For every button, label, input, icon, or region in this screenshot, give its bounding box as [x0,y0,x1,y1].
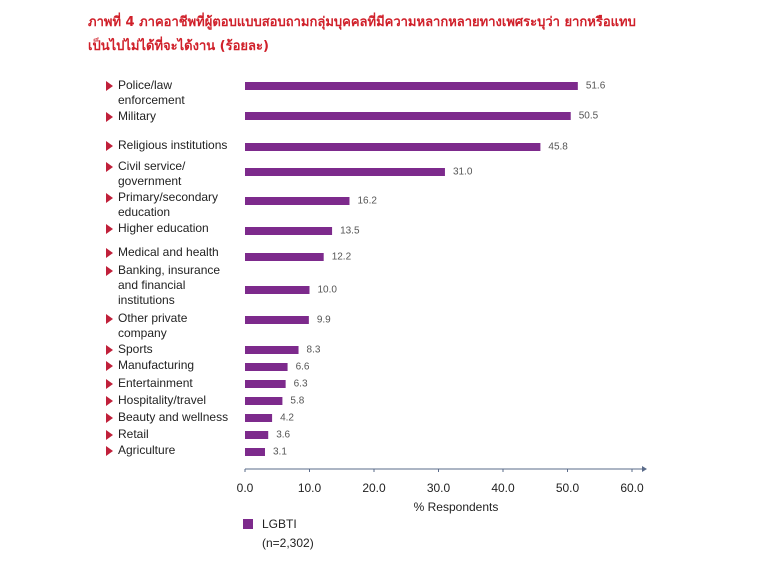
bullet [106,224,113,234]
x-tick-label: 20.0 [362,481,386,495]
value-label: 51.6 [586,81,606,92]
value-label: 5.8 [290,396,304,407]
bar [245,346,299,354]
bar [245,448,265,456]
value-label: 10.0 [318,285,338,296]
x-tick-label: 60.0 [620,481,644,495]
y-tick-label: Sports [118,342,153,356]
chart-title: ภาพที่ 4 ภาคอาชีพที่ผู้ตอบแบบสอบถามกลุ่ม… [88,12,636,54]
value-label: 13.5 [340,226,360,237]
bullet [106,81,113,91]
bar [245,143,541,151]
x-tick-label: 10.0 [298,481,322,495]
bullet [106,379,113,389]
value-label: 45.8 [548,142,568,153]
y-tick-label: Beauty and wellness [118,410,228,424]
bar [245,363,288,371]
value-label: 50.5 [579,111,599,122]
bullet [106,112,113,122]
y-tick-label: Police/law enforcement [118,78,185,107]
bar [245,431,269,439]
y-tick-label: Primary/secondary education [118,190,218,219]
bar [245,168,445,176]
y-tick-label: Other private company [118,311,188,340]
value-label: 16.2 [357,196,377,207]
bar [245,253,324,261]
value-label: 6.6 [296,362,310,373]
y-tick-label: Hospitality/travel [118,393,206,407]
y-tick-label: Agriculture [118,443,176,457]
bar [245,316,309,324]
bar [245,414,273,422]
legend-note: (n=2,302) [262,536,314,550]
x-tick-label: 30.0 [427,481,451,495]
y-tick-label: Retail [118,427,149,441]
bullet [106,248,113,258]
bar [245,227,333,235]
y-tick-label: Entertainment [118,376,193,390]
bullet [106,413,113,423]
y-tick-label: Religious institutions [118,138,227,152]
x-axis-label: % Respondents [414,500,499,514]
value-label: 31.0 [453,167,473,178]
bullet [106,361,113,371]
value-label: 12.2 [332,252,352,263]
x-tick-label: 50.0 [556,481,580,495]
bar [245,397,283,405]
value-label: 3.6 [276,430,290,441]
legend-swatch [243,519,253,529]
bar [245,112,571,120]
bullet [106,162,113,172]
bullet [106,345,113,355]
bullet [106,266,113,276]
y-tick-label: Higher education [118,221,209,235]
bullet [106,430,113,440]
bar [245,380,286,388]
value-label: 8.3 [307,345,321,356]
value-label: 6.3 [294,379,308,390]
bullet [106,446,113,456]
axis-arrow [642,466,647,472]
bullet [106,396,113,406]
y-tick-label: Medical and health [118,245,219,259]
bullet [106,193,113,203]
y-tick-label: Civil service/government [118,159,186,188]
x-tick-label: 40.0 [491,481,515,495]
bar [245,82,578,90]
bullet [106,314,113,324]
y-tick-label: Military [118,109,156,123]
legend-label: LGBTI [262,517,297,531]
y-tick-label: Manufacturing [118,358,194,372]
x-tick-label: 0.0 [237,481,254,495]
bullet [106,141,113,151]
y-tick-label: Banking, insurance and financial instituti… [118,263,220,307]
value-label: 9.9 [317,315,331,326]
value-label: 4.2 [280,413,294,424]
bar [245,286,310,294]
value-label: 3.1 [273,447,287,458]
bar [245,197,350,205]
